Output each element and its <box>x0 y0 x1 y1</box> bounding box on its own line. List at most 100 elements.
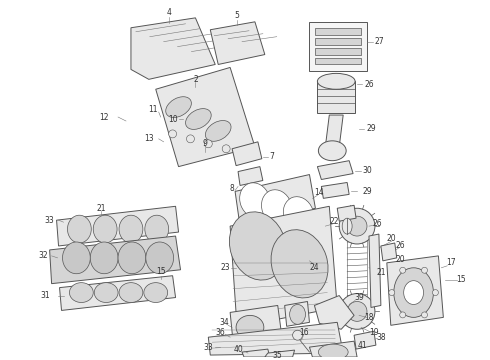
Ellipse shape <box>90 242 118 274</box>
Text: 33: 33 <box>203 343 213 352</box>
Ellipse shape <box>433 289 439 296</box>
Polygon shape <box>318 161 353 180</box>
Bar <box>316 48 361 55</box>
Text: 15: 15 <box>156 267 166 276</box>
Text: 34: 34 <box>220 318 229 327</box>
Text: 20: 20 <box>396 255 406 264</box>
Ellipse shape <box>421 312 427 318</box>
Ellipse shape <box>118 242 146 274</box>
Polygon shape <box>321 183 349 198</box>
Text: 16: 16 <box>300 328 309 337</box>
Ellipse shape <box>205 121 231 141</box>
Text: 9: 9 <box>203 139 208 148</box>
Polygon shape <box>49 236 180 284</box>
Ellipse shape <box>283 197 314 232</box>
Ellipse shape <box>293 330 302 340</box>
Ellipse shape <box>290 305 305 324</box>
Ellipse shape <box>186 109 211 129</box>
Ellipse shape <box>222 145 230 153</box>
Text: 39: 39 <box>354 293 364 302</box>
Text: 26: 26 <box>364 80 374 89</box>
Text: 21: 21 <box>97 204 106 213</box>
Ellipse shape <box>400 267 406 273</box>
Text: 21: 21 <box>376 268 386 277</box>
Ellipse shape <box>342 218 352 234</box>
Polygon shape <box>310 341 357 357</box>
Polygon shape <box>381 243 397 261</box>
Ellipse shape <box>262 190 292 225</box>
Text: 26: 26 <box>396 242 406 251</box>
Polygon shape <box>369 234 381 307</box>
Ellipse shape <box>271 230 328 298</box>
Bar <box>316 28 361 35</box>
Polygon shape <box>208 322 343 355</box>
Polygon shape <box>235 175 316 226</box>
Text: 14: 14 <box>315 188 324 197</box>
Ellipse shape <box>318 73 355 89</box>
Text: 19: 19 <box>369 328 379 337</box>
Polygon shape <box>60 276 175 310</box>
Text: 31: 31 <box>41 291 50 300</box>
Ellipse shape <box>347 216 367 236</box>
Ellipse shape <box>240 183 270 218</box>
Ellipse shape <box>68 215 91 243</box>
Polygon shape <box>325 115 343 147</box>
Ellipse shape <box>347 302 367 321</box>
Polygon shape <box>265 350 294 357</box>
Text: 10: 10 <box>168 114 177 123</box>
Ellipse shape <box>166 97 192 117</box>
Polygon shape <box>242 349 270 357</box>
Text: 30: 30 <box>362 166 372 175</box>
Text: 8: 8 <box>230 184 235 193</box>
Text: 29: 29 <box>362 187 372 196</box>
Text: 17: 17 <box>446 258 456 267</box>
Ellipse shape <box>119 283 143 302</box>
Ellipse shape <box>394 268 434 318</box>
Ellipse shape <box>146 242 173 274</box>
Text: 24: 24 <box>310 263 319 272</box>
Polygon shape <box>230 206 337 327</box>
Text: 38: 38 <box>376 333 386 342</box>
Polygon shape <box>232 142 262 166</box>
Polygon shape <box>56 206 178 246</box>
Ellipse shape <box>318 141 346 161</box>
Ellipse shape <box>145 215 169 243</box>
Polygon shape <box>315 296 354 329</box>
Polygon shape <box>156 67 255 167</box>
Ellipse shape <box>94 283 118 302</box>
Ellipse shape <box>404 281 423 305</box>
Ellipse shape <box>204 140 212 148</box>
Text: 4: 4 <box>166 8 171 17</box>
Text: 41: 41 <box>357 341 367 350</box>
Bar <box>316 58 361 64</box>
Ellipse shape <box>119 215 143 243</box>
Polygon shape <box>354 331 376 349</box>
Ellipse shape <box>63 242 90 274</box>
Text: 22: 22 <box>329 217 339 226</box>
Polygon shape <box>210 22 265 64</box>
Text: 27: 27 <box>374 37 384 46</box>
Text: 5: 5 <box>235 12 240 21</box>
Text: 13: 13 <box>144 134 153 143</box>
Ellipse shape <box>93 215 117 243</box>
Ellipse shape <box>229 212 286 280</box>
Polygon shape <box>285 302 310 326</box>
Ellipse shape <box>421 267 427 273</box>
Text: 32: 32 <box>39 251 49 260</box>
Text: 15: 15 <box>456 275 466 284</box>
Polygon shape <box>238 167 263 185</box>
Bar <box>318 81 355 113</box>
Text: 18: 18 <box>364 313 374 322</box>
Ellipse shape <box>400 312 406 318</box>
Ellipse shape <box>318 344 348 360</box>
Text: 7: 7 <box>270 152 274 161</box>
Ellipse shape <box>236 315 264 339</box>
Polygon shape <box>337 205 356 221</box>
Text: 20: 20 <box>387 234 396 243</box>
Text: 26: 26 <box>372 219 382 228</box>
Text: 36: 36 <box>215 328 225 337</box>
Ellipse shape <box>187 135 195 143</box>
Ellipse shape <box>70 283 93 302</box>
Ellipse shape <box>339 208 375 244</box>
Bar <box>310 22 367 71</box>
